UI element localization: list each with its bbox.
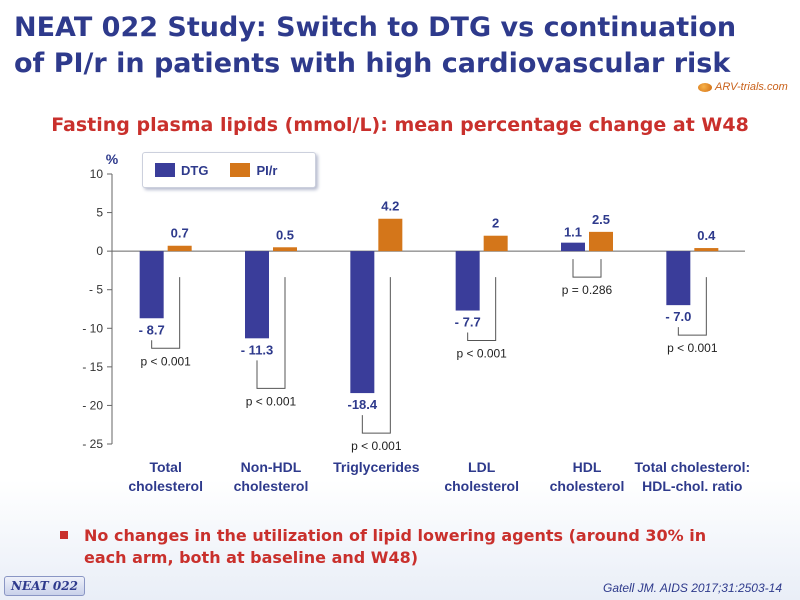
data-label-dtg: - 7.7 [455,315,481,330]
legend-swatch-pir [230,163,251,177]
data-label-dtg: -18.4 [348,397,378,412]
data-label-dtg: - 11.3 [241,342,274,357]
p-value-bracket [361,277,391,434]
bullet-text: No changes in the utilization of lipid l… [84,526,707,567]
p-value-label: p < 0.001 [456,347,507,361]
y-tick-label: - 10 [82,321,103,335]
legend-label-dtg: DTG [181,162,209,178]
y-tick-label: - 20 [82,398,103,412]
p-value-label: p = 0.286 [562,283,613,297]
x-category-label: cholesterol [234,478,309,494]
lipid-change-chart: %10 5 0 - 5 - 10 - 15 - 20 - 25 - 8.7 0.7 p < 0.00… [82,151,751,494]
bar-dtg [666,251,691,306]
x-category-label: cholesterol [550,478,625,494]
p-value-bracket [467,277,497,342]
logo-mark-icon [698,82,712,92]
bar-dtg [455,251,480,311]
p-value-label: p < 0.001 [140,354,191,368]
study-badge: NEAT 022 [4,576,85,596]
bar-dtg [139,251,164,319]
data-label-pir: 2 [492,216,499,231]
x-category-label: cholesterol [444,478,519,494]
page-title: NEAT 022 Study: Switch to DTG vs continu… [14,10,737,82]
citation: Gatell JM. AIDS 2017;31:2503-14 [603,581,782,595]
p-value-label: p < 0.001 [246,394,297,408]
bullet-square-icon [60,531,68,539]
chart-subtitle: Fasting plasma lipids (mmol/L): mean per… [51,114,749,136]
data-label-pir: 0.4 [697,228,716,243]
bar-pir [483,235,508,252]
data-label-pir: 2.5 [592,212,610,227]
p-value-bracket [151,277,181,349]
chart-legend: DTG PI/r [142,152,316,188]
data-label-pir: 0.7 [171,226,189,241]
legend-item-dtg: DTG [155,163,208,178]
title-line-1: NEAT 022 Study: Switch to DTG vs continu… [14,12,737,43]
y-tick-label: 10 [90,167,104,181]
p-value-bracket [677,277,707,336]
y-tick-label: - 5 [89,283,103,297]
data-label-dtg: - 7.0 [665,309,691,324]
x-category-label: HDL [573,459,602,475]
bullet-note: No changes in the utilization of lipid l… [60,525,754,569]
x-category-label: LDL [468,459,496,475]
x-category-label: Total cholesterol: [635,459,751,475]
y-tick-label: - 15 [82,360,103,374]
x-category-label: cholesterol [128,478,203,494]
x-category-label: Total [149,459,181,475]
x-category-label: Triglycerides [333,459,420,475]
p-value-bracket [572,259,602,278]
bar-dtg [561,242,585,252]
y-tick-label: 0 [96,244,103,258]
data-label-pir: 4.2 [381,199,399,214]
x-category-label: HDL-chol. ratio [642,478,742,494]
x-category-label: Non-HDL [241,459,302,475]
p-value-label: p < 0.001 [351,439,402,453]
bar-dtg [350,251,375,394]
bar-pir [273,247,297,252]
arv-trials-logo: ARV-trials.com [698,81,788,93]
bar-dtg [245,251,269,339]
legend-swatch-dtg [155,163,175,177]
legend-item-pir: PI/r [230,163,277,178]
y-axis-label: % [106,151,119,167]
data-label-dtg: - 8.7 [139,322,165,337]
bar-pir [167,245,192,252]
title-line-2: of PI/r in patients with high cardiovasc… [14,48,731,79]
bar-pir [378,218,403,252]
data-label-pir: 0.5 [276,227,294,242]
logo-text: ARV-trials.com [715,81,788,93]
bar-pir [589,231,613,252]
p-value-label: p < 0.001 [667,341,718,355]
y-tick-label: - 25 [82,437,103,451]
data-label-dtg: 1.1 [564,225,582,240]
legend-label-pir: PI/r [256,162,278,178]
y-tick-label: 5 [96,206,103,220]
bar-pir [694,248,719,252]
p-value-bracket [256,277,286,389]
